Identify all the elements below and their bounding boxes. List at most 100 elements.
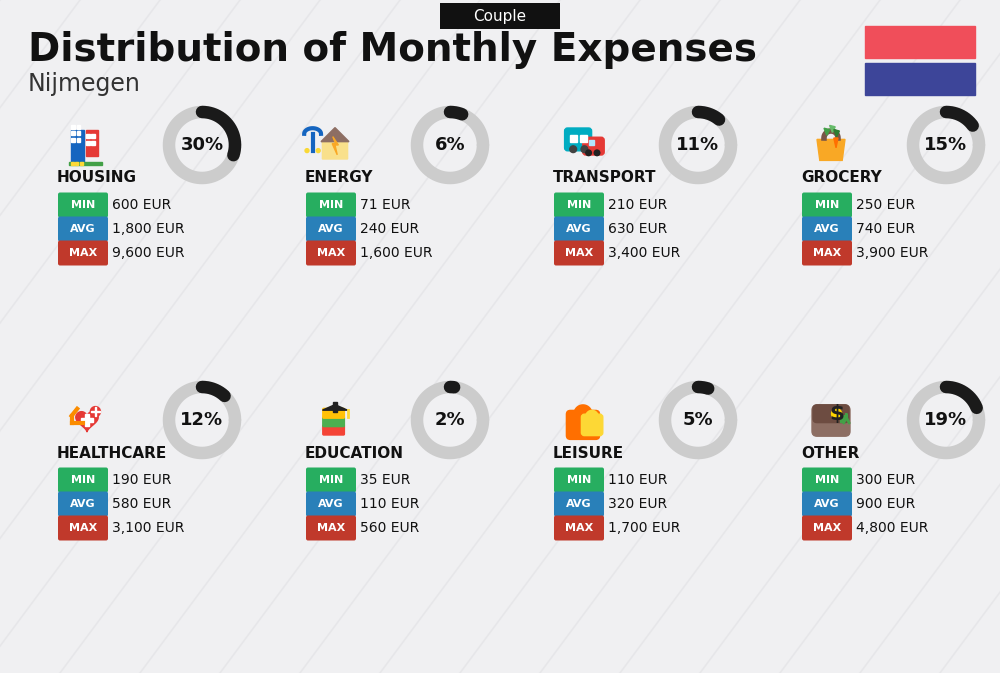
- Text: MAX: MAX: [813, 248, 841, 258]
- Text: MIN: MIN: [815, 475, 839, 485]
- Bar: [77, 125, 80, 129]
- Bar: [75, 162, 78, 164]
- Text: TRANSPORT: TRANSPORT: [553, 170, 656, 186]
- Text: 190 EUR: 190 EUR: [112, 473, 171, 487]
- Text: MAX: MAX: [317, 248, 345, 258]
- Text: 210 EUR: 210 EUR: [608, 198, 667, 212]
- Text: 3,900 EUR: 3,900 EUR: [856, 246, 928, 260]
- Text: 300 EUR: 300 EUR: [856, 473, 915, 487]
- Bar: [865, 63, 975, 95]
- Text: 3,400 EUR: 3,400 EUR: [608, 246, 680, 260]
- FancyBboxPatch shape: [554, 240, 604, 266]
- Text: 35 EUR: 35 EUR: [360, 473, 410, 487]
- Text: AVG: AVG: [566, 224, 592, 234]
- FancyBboxPatch shape: [802, 192, 852, 217]
- Text: 320 EUR: 320 EUR: [608, 497, 667, 511]
- FancyBboxPatch shape: [554, 491, 604, 516]
- FancyBboxPatch shape: [306, 516, 356, 540]
- Bar: [95, 407, 96, 417]
- Bar: [71, 138, 75, 142]
- FancyBboxPatch shape: [566, 411, 600, 439]
- Bar: [70, 130, 84, 163]
- Bar: [86, 134, 90, 139]
- Text: AVG: AVG: [70, 224, 96, 234]
- Text: 19%: 19%: [924, 411, 968, 429]
- Bar: [580, 135, 587, 142]
- Text: LEISURE: LEISURE: [553, 446, 624, 460]
- Bar: [85, 414, 89, 426]
- Text: 71 EUR: 71 EUR: [360, 198, 411, 212]
- Text: 600 EUR: 600 EUR: [112, 198, 171, 212]
- Text: AVG: AVG: [814, 499, 840, 509]
- Polygon shape: [824, 128, 830, 135]
- Text: MIN: MIN: [319, 475, 343, 485]
- FancyBboxPatch shape: [813, 404, 849, 423]
- Text: 9,600 EUR: 9,600 EUR: [112, 246, 184, 260]
- Text: 1,800 EUR: 1,800 EUR: [112, 222, 184, 236]
- Bar: [71, 125, 75, 129]
- Bar: [69, 162, 102, 164]
- Circle shape: [832, 409, 842, 419]
- Bar: [91, 141, 95, 145]
- Text: 580 EUR: 580 EUR: [112, 497, 171, 511]
- Bar: [81, 418, 93, 422]
- FancyBboxPatch shape: [554, 192, 604, 217]
- Text: HOUSING: HOUSING: [57, 170, 137, 186]
- Text: MIN: MIN: [71, 475, 95, 485]
- Text: ENERGY: ENERGY: [305, 170, 374, 186]
- Circle shape: [594, 150, 600, 155]
- Text: 1,600 EUR: 1,600 EUR: [360, 246, 432, 260]
- Bar: [71, 131, 75, 135]
- Text: 6%: 6%: [435, 136, 465, 154]
- Text: Couple: Couple: [473, 9, 527, 24]
- Bar: [80, 162, 82, 164]
- Text: MAX: MAX: [317, 523, 345, 533]
- Polygon shape: [830, 125, 835, 133]
- Text: 4,800 EUR: 4,800 EUR: [856, 521, 928, 535]
- Text: 5%: 5%: [683, 411, 713, 429]
- FancyBboxPatch shape: [554, 516, 604, 540]
- Text: 630 EUR: 630 EUR: [608, 222, 667, 236]
- FancyBboxPatch shape: [323, 409, 344, 418]
- FancyBboxPatch shape: [306, 468, 356, 493]
- Bar: [91, 411, 100, 413]
- Circle shape: [90, 406, 100, 417]
- FancyBboxPatch shape: [802, 516, 852, 540]
- FancyBboxPatch shape: [306, 240, 356, 266]
- Text: HEALTHCARE: HEALTHCARE: [57, 446, 167, 460]
- Text: 15%: 15%: [924, 136, 968, 154]
- FancyBboxPatch shape: [58, 192, 108, 217]
- FancyBboxPatch shape: [565, 128, 592, 151]
- Bar: [86, 141, 90, 145]
- FancyBboxPatch shape: [812, 405, 850, 436]
- Text: MIN: MIN: [567, 475, 591, 485]
- Text: 110 EUR: 110 EUR: [360, 497, 419, 511]
- Text: AVG: AVG: [318, 224, 344, 234]
- Bar: [570, 135, 577, 142]
- FancyBboxPatch shape: [581, 414, 603, 435]
- Text: AVG: AVG: [318, 499, 344, 509]
- FancyBboxPatch shape: [58, 516, 108, 540]
- Polygon shape: [332, 137, 338, 155]
- Polygon shape: [834, 138, 838, 148]
- Text: 740 EUR: 740 EUR: [856, 222, 915, 236]
- Text: $: $: [829, 404, 844, 424]
- Text: EDUCATION: EDUCATION: [305, 446, 404, 460]
- Text: MAX: MAX: [69, 248, 97, 258]
- Text: 240 EUR: 240 EUR: [360, 222, 419, 236]
- Text: MAX: MAX: [565, 523, 593, 533]
- Text: 2%: 2%: [435, 411, 465, 429]
- Polygon shape: [322, 404, 348, 411]
- Circle shape: [570, 146, 577, 153]
- Text: MAX: MAX: [69, 523, 97, 533]
- Text: 30%: 30%: [180, 136, 224, 154]
- Polygon shape: [817, 139, 845, 160]
- FancyBboxPatch shape: [802, 468, 852, 493]
- Bar: [86, 130, 98, 155]
- Bar: [77, 138, 80, 142]
- Text: MIN: MIN: [567, 200, 591, 210]
- Text: 110 EUR: 110 EUR: [608, 473, 667, 487]
- Text: 250 EUR: 250 EUR: [856, 198, 915, 212]
- FancyBboxPatch shape: [554, 217, 604, 242]
- FancyBboxPatch shape: [583, 137, 604, 155]
